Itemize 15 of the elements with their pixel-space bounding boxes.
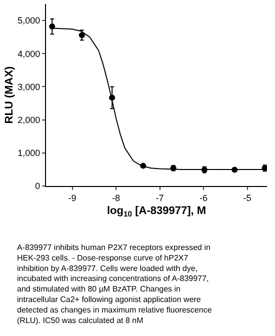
y-tick-label: 5,000 <box>18 16 40 26</box>
x-tick-label: -8 <box>112 192 120 203</box>
y-tick-label: 0 <box>35 181 40 192</box>
text: A-839977 inhibits human P2X7 receptors expressed in HEK-293 cells. - Dose-response curve of hP2X7 inhibition by A-839977. Cells were loaded with dye, incubated with increasing concentrations of A-839977, and stimulated with 80 µM BzATP. Changes in intracellular Ca2+ following agonist application were detected as changes in maximum relative fluorescence (RLU). IC50 was calculated at 8 nM <box>17 243 212 325</box>
x-tick-label: -7 <box>156 192 164 203</box>
y-tick-label: 3,000 <box>18 82 40 92</box>
x-axis-title: log$_{10}$ [A-839977], M <box>106 205 206 218</box>
x-tick-label: -9 <box>68 192 76 203</box>
y-tick-label: 2,000 <box>18 114 40 125</box>
point <box>78 32 85 38</box>
x-tick-label: -5 <box>243 192 252 203</box>
x-tick-label: -6 <box>200 192 208 203</box>
y-axis-title: RLU (MAX) <box>3 66 16 124</box>
y-tick-label: 1,000 <box>18 148 40 158</box>
y-tick-label: 4,000 <box>18 48 40 59</box>
